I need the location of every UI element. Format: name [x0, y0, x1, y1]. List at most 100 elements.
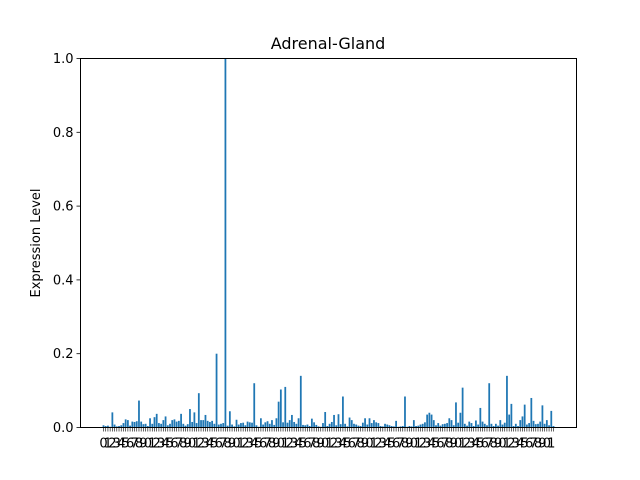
bar	[195, 423, 198, 428]
bar	[519, 420, 522, 428]
bar	[386, 424, 389, 428]
bar	[435, 425, 437, 428]
x-tick-label: 3	[379, 437, 387, 452]
x-tick-label: 3	[512, 437, 520, 452]
x-tick-label: 5	[388, 437, 396, 452]
bar	[499, 420, 502, 428]
bar	[237, 424, 240, 428]
x-tick-label: 8	[179, 437, 187, 452]
bar	[412, 420, 415, 428]
x-tick-label: 6	[525, 437, 533, 452]
bar	[189, 409, 191, 428]
x-tick-label: 5	[255, 437, 263, 452]
x-tick-label: 1	[458, 437, 466, 452]
bar	[381, 426, 384, 428]
x-tick-label: 1	[192, 437, 200, 452]
bar	[541, 405, 544, 428]
bar	[388, 425, 391, 428]
x-tick-label: 7	[175, 437, 183, 452]
bar	[113, 424, 116, 428]
x-tick-label: 2	[153, 437, 161, 452]
bar	[472, 426, 475, 428]
bar	[288, 420, 291, 428]
bar	[459, 412, 462, 428]
x-tick-label: 1	[237, 437, 245, 452]
bar	[344, 423, 347, 428]
x-tick-label: 7	[219, 437, 227, 452]
bar	[375, 422, 378, 428]
bar	[140, 421, 143, 428]
bar	[481, 421, 484, 428]
x-tick-label: 0	[365, 437, 373, 452]
x-tick-label: 6	[348, 437, 356, 452]
bar	[164, 416, 167, 428]
bar	[324, 412, 327, 428]
bar	[550, 410, 553, 428]
x-tick-label: 3	[290, 437, 298, 452]
x-tick-label: 9	[272, 437, 280, 452]
x-tick-label: 4	[250, 437, 258, 452]
bar	[200, 420, 202, 428]
y-tick-label: 0.4	[53, 273, 74, 288]
bar	[342, 396, 344, 428]
bar	[328, 423, 331, 428]
bar	[401, 426, 404, 428]
bar	[220, 423, 222, 428]
bar	[552, 426, 555, 428]
bar	[488, 383, 491, 428]
x-tick-label: 8	[223, 437, 231, 452]
bar	[271, 420, 273, 428]
x-tick-label: 3	[201, 437, 209, 452]
bar	[333, 414, 335, 428]
x-tick-label: 3	[246, 437, 254, 452]
bar	[293, 421, 296, 428]
x-tick-label: 0	[188, 437, 196, 452]
bar	[262, 424, 264, 428]
bar	[359, 426, 362, 428]
bar	[231, 424, 233, 428]
bar	[432, 420, 435, 428]
x-tick-label: 7	[130, 437, 138, 452]
bar	[537, 423, 539, 428]
bar	[514, 423, 517, 428]
x-tick-label: 9	[317, 437, 325, 452]
bar	[353, 423, 355, 428]
bar	[373, 420, 375, 428]
x-tick-label: 2	[286, 437, 294, 452]
bar	[348, 417, 351, 428]
bar	[548, 425, 550, 428]
bar	[430, 414, 433, 428]
y-tick-label: 0.2	[53, 347, 74, 362]
x-tick-label: 3	[334, 437, 342, 452]
bar	[264, 422, 267, 428]
bar	[193, 412, 196, 428]
bar	[146, 426, 149, 428]
x-tick-label: 3	[157, 437, 165, 452]
bar	[131, 421, 134, 428]
bar	[379, 426, 382, 428]
bar	[295, 423, 298, 428]
x-tick-label: 7	[263, 437, 271, 452]
bar	[410, 426, 413, 428]
bar	[291, 414, 293, 428]
x-tick-label: 5	[521, 437, 529, 452]
bar	[126, 420, 129, 428]
bar	[395, 420, 397, 428]
bar	[346, 426, 349, 428]
bar	[393, 426, 395, 428]
x-tick-label: 0	[454, 437, 462, 452]
bar	[253, 383, 256, 428]
x-tick-label: 6	[436, 437, 444, 452]
bar	[494, 423, 497, 428]
x-tick-label: 0	[321, 437, 329, 452]
bar	[364, 418, 366, 428]
bar	[497, 425, 499, 428]
bar	[526, 424, 528, 428]
bar	[479, 407, 482, 428]
bar	[211, 420, 214, 428]
bar	[299, 375, 302, 428]
bar	[251, 422, 253, 428]
bar	[368, 418, 371, 428]
bar	[457, 422, 460, 428]
bar	[486, 425, 488, 428]
